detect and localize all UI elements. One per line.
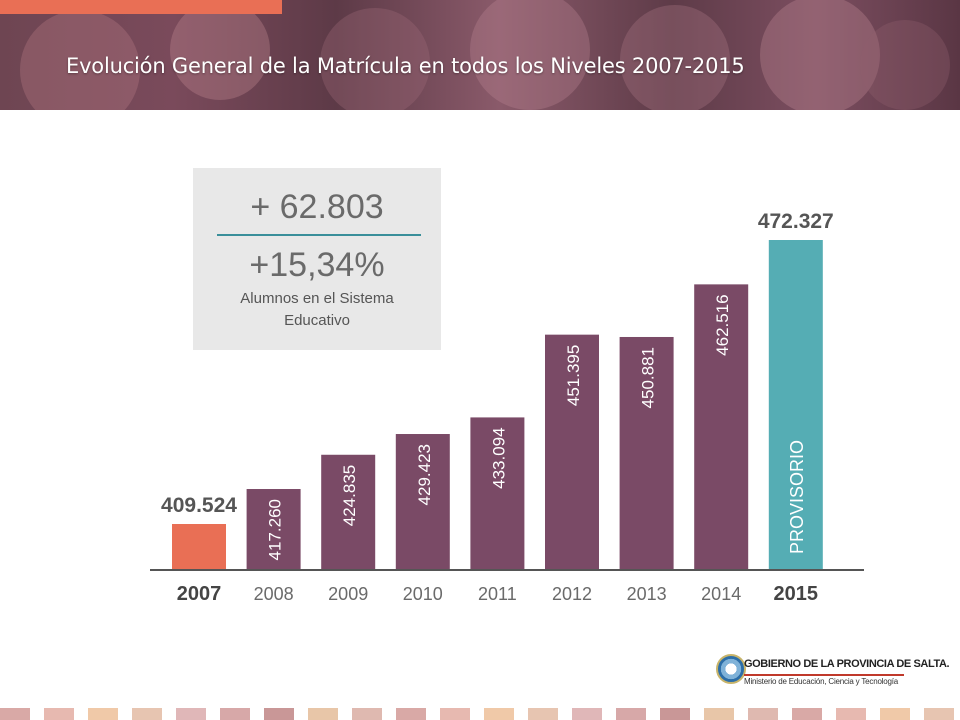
photo-shade — [860, 20, 950, 110]
header-accent-bar — [0, 0, 282, 14]
stripe-segment — [616, 708, 646, 720]
stripe-segment — [0, 708, 30, 720]
photo-shade — [20, 10, 140, 110]
x-tick-2011: 2011 — [478, 584, 517, 604]
stripe-segment — [308, 708, 338, 720]
stripe-segment — [748, 708, 778, 720]
bar-2010 — [395, 434, 450, 570]
stripe-segment — [176, 708, 206, 720]
value-label-2014: 462.516 — [713, 294, 732, 355]
x-tick-2013: 2013 — [627, 584, 667, 604]
stripe-segment — [572, 708, 602, 720]
x-tick-2010: 2010 — [403, 584, 443, 604]
page-title: Evolución General de la Matrícula en tod… — [66, 54, 745, 78]
photo-shade — [320, 8, 430, 110]
stripe-segment — [704, 708, 734, 720]
stripe-segment — [220, 708, 250, 720]
value-label-2013: 450.881 — [639, 347, 658, 408]
photo-shade — [470, 0, 590, 110]
bar-2008 — [246, 489, 301, 570]
footer-stripe — [0, 708, 960, 720]
value-label-2015: 472.327 — [758, 210, 834, 233]
stripe-segment — [836, 708, 866, 720]
logo-rule — [744, 674, 904, 676]
increase-absolute: + 62.803 — [250, 188, 384, 226]
x-tick-2007: 2007 — [177, 583, 222, 605]
bar-2007 — [172, 524, 226, 570]
stripe-segment — [528, 708, 558, 720]
x-tick-2009: 2009 — [328, 584, 368, 604]
value-label-2009: 424.835 — [340, 465, 359, 526]
x-tick-2014: 2014 — [701, 584, 741, 604]
header-banner: Evolución General de la Matrícula en tod… — [0, 0, 960, 110]
value-label-2011: 433.094 — [489, 427, 508, 488]
bar-2012 — [545, 334, 599, 570]
summary-divider — [217, 234, 421, 236]
photo-shade — [170, 0, 270, 100]
value-label-2007: 409.524 — [161, 494, 237, 517]
stripe-segment — [484, 708, 514, 720]
value-label-2012: 451.395 — [564, 345, 583, 406]
province-seal-icon — [716, 654, 746, 684]
x-tick-2008: 2008 — [254, 584, 294, 604]
stripe-segment — [792, 708, 822, 720]
summary-label: Alumnos en el Sistema Educativo — [240, 290, 394, 329]
bar-2011 — [470, 417, 525, 570]
stripe-segment — [924, 708, 954, 720]
photo-shade — [760, 0, 880, 110]
x-tick-2015: 2015 — [774, 583, 819, 605]
stripe-segment — [396, 708, 426, 720]
increase-percent: +15,34% — [249, 246, 385, 284]
value-label-2010: 429.423 — [415, 444, 434, 505]
x-tick-2012: 2012 — [552, 584, 592, 604]
bar-2009 — [321, 454, 376, 570]
summary-box: + 62.803 +15,34% Alumnos en el Sistema E… — [193, 168, 441, 350]
stripe-segment — [88, 708, 118, 720]
government-logo: GOBIERNO DE LA PROVINCIA DE SALTA. Minis… — [716, 654, 950, 692]
stripe-segment — [264, 708, 294, 720]
stripe-segment — [132, 708, 162, 720]
ministry-name: Ministerio de Educación, Ciencia y Tecno… — [744, 677, 899, 686]
stripe-segment — [660, 708, 690, 720]
stripe-segment — [352, 708, 382, 720]
government-name: GOBIERNO DE LA PROVINCIA DE SALTA. — [744, 658, 950, 670]
provisional-label: PROVISORIO — [787, 440, 807, 554]
photo-shade — [620, 5, 730, 110]
bar-2014 — [694, 284, 749, 570]
stripe-segment — [440, 708, 470, 720]
bar-2013 — [619, 336, 674, 570]
stripe-segment — [880, 708, 910, 720]
bar-2015 — [768, 240, 823, 570]
stripe-segment — [44, 708, 74, 720]
value-label-2008: 417.260 — [266, 499, 285, 560]
